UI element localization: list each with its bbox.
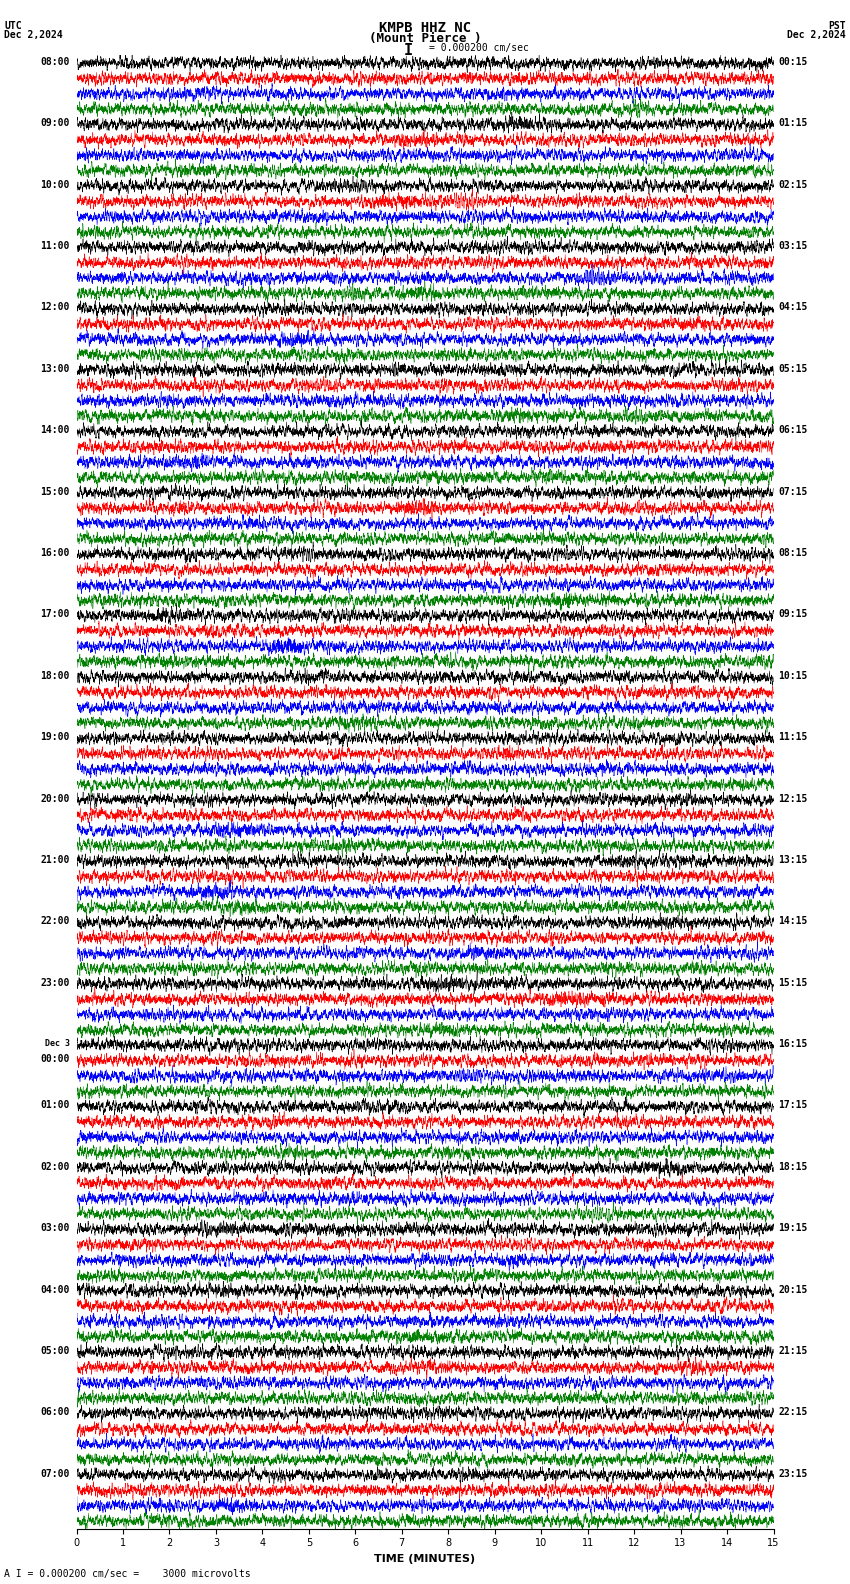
Text: 09:15: 09:15 bbox=[778, 610, 807, 619]
Text: 05:15: 05:15 bbox=[778, 364, 807, 374]
Text: 06:00: 06:00 bbox=[40, 1407, 70, 1418]
Text: 17:15: 17:15 bbox=[778, 1101, 807, 1110]
Text: 07:15: 07:15 bbox=[778, 486, 807, 497]
Text: 05:00: 05:00 bbox=[40, 1346, 70, 1356]
Text: 13:00: 13:00 bbox=[40, 364, 70, 374]
Text: 12:00: 12:00 bbox=[40, 303, 70, 312]
Text: 22:00: 22:00 bbox=[40, 916, 70, 927]
Text: 10:15: 10:15 bbox=[778, 670, 807, 681]
Text: KMPB HHZ NC: KMPB HHZ NC bbox=[379, 21, 471, 35]
Text: 11:15: 11:15 bbox=[778, 732, 807, 743]
Text: 16:15: 16:15 bbox=[778, 1039, 807, 1049]
Text: 11:00: 11:00 bbox=[40, 241, 70, 252]
Text: 23:00: 23:00 bbox=[40, 977, 70, 988]
Text: (Mount Pierce ): (Mount Pierce ) bbox=[369, 32, 481, 44]
Text: 07:00: 07:00 bbox=[40, 1468, 70, 1479]
Text: 21:15: 21:15 bbox=[778, 1346, 807, 1356]
Text: 03:15: 03:15 bbox=[778, 241, 807, 252]
Text: 04:15: 04:15 bbox=[778, 303, 807, 312]
Text: Dec 2,2024: Dec 2,2024 bbox=[4, 30, 63, 40]
Text: 17:00: 17:00 bbox=[40, 610, 70, 619]
Text: Dec 2,2024: Dec 2,2024 bbox=[787, 30, 846, 40]
Text: 21:00: 21:00 bbox=[40, 855, 70, 865]
Text: 19:00: 19:00 bbox=[40, 732, 70, 743]
Text: 06:15: 06:15 bbox=[778, 425, 807, 436]
Text: 20:15: 20:15 bbox=[778, 1285, 807, 1294]
Text: 08:00: 08:00 bbox=[40, 57, 70, 67]
Text: 15:15: 15:15 bbox=[778, 977, 807, 988]
Text: 03:00: 03:00 bbox=[40, 1223, 70, 1234]
Text: I: I bbox=[404, 43, 412, 57]
X-axis label: TIME (MINUTES): TIME (MINUTES) bbox=[375, 1554, 475, 1563]
Text: 04:00: 04:00 bbox=[40, 1285, 70, 1294]
Text: 12:15: 12:15 bbox=[778, 794, 807, 803]
Text: 14:00: 14:00 bbox=[40, 425, 70, 436]
Text: 08:15: 08:15 bbox=[778, 548, 807, 558]
Text: 14:15: 14:15 bbox=[778, 916, 807, 927]
Text: 16:00: 16:00 bbox=[40, 548, 70, 558]
Text: 01:00: 01:00 bbox=[40, 1101, 70, 1110]
Text: 23:15: 23:15 bbox=[778, 1468, 807, 1479]
Text: 13:15: 13:15 bbox=[778, 855, 807, 865]
Text: 15:00: 15:00 bbox=[40, 486, 70, 497]
Text: 18:00: 18:00 bbox=[40, 670, 70, 681]
Text: A I = 0.000200 cm/sec =    3000 microvolts: A I = 0.000200 cm/sec = 3000 microvolts bbox=[4, 1570, 251, 1579]
Text: UTC: UTC bbox=[4, 21, 22, 30]
Text: 00:00: 00:00 bbox=[40, 1055, 70, 1064]
Text: Dec 3: Dec 3 bbox=[44, 1039, 70, 1049]
Text: 18:15: 18:15 bbox=[778, 1161, 807, 1172]
Text: 10:00: 10:00 bbox=[40, 179, 70, 190]
Text: 02:15: 02:15 bbox=[778, 179, 807, 190]
Text: 01:15: 01:15 bbox=[778, 119, 807, 128]
Text: 09:00: 09:00 bbox=[40, 119, 70, 128]
Text: 19:15: 19:15 bbox=[778, 1223, 807, 1234]
Text: 22:15: 22:15 bbox=[778, 1407, 807, 1418]
Text: 02:00: 02:00 bbox=[40, 1161, 70, 1172]
Text: = 0.000200 cm/sec: = 0.000200 cm/sec bbox=[429, 43, 529, 52]
Text: 00:15: 00:15 bbox=[778, 57, 807, 67]
Text: 20:00: 20:00 bbox=[40, 794, 70, 803]
Text: PST: PST bbox=[828, 21, 846, 30]
